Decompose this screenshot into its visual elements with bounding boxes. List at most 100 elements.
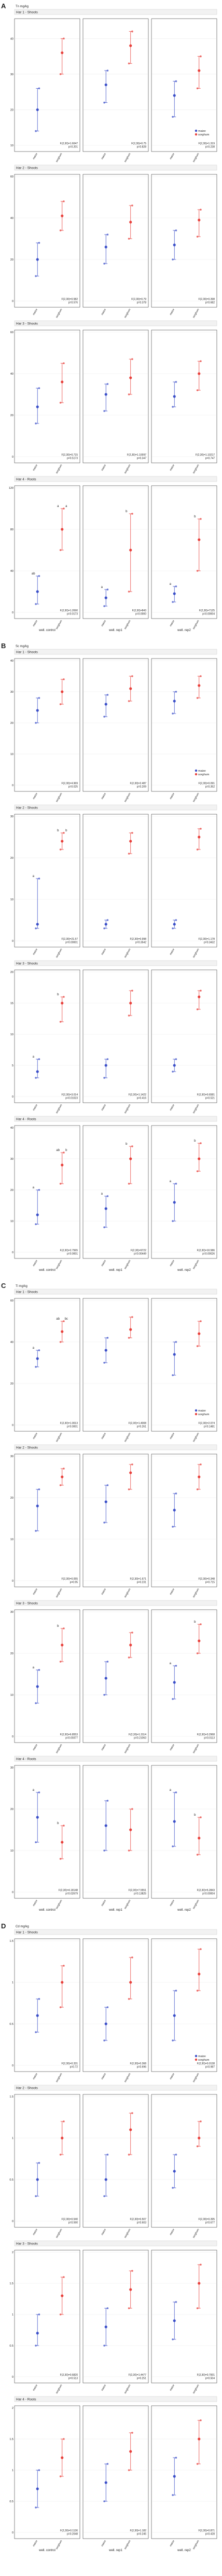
y-tick-label: 60 — [10, 1299, 13, 1303]
facet-frame — [151, 658, 217, 792]
x-tick-label: sorghum — [124, 792, 132, 803]
y-tick-label: 0 — [12, 300, 13, 303]
x-tick-label: sorghum — [124, 464, 132, 474]
stat-annotation: F(2,30)=5.2843 — [197, 1889, 215, 1892]
data-point — [196, 697, 199, 699]
data-point — [196, 1854, 199, 1856]
data-point — [106, 383, 109, 385]
stat-annotation: F(2,30)=0.582 — [61, 298, 78, 301]
stat-annotation: F(2,30)=1.178 — [198, 938, 215, 941]
facet-frame — [82, 330, 149, 463]
data-point — [106, 234, 109, 236]
data-point — [173, 2170, 176, 2173]
facet-frame — [14, 1609, 80, 1743]
data-point — [106, 1800, 109, 1802]
data-point — [38, 87, 40, 90]
data-point — [196, 2145, 199, 2147]
unit-note: Tn mg/kg — [16, 5, 29, 8]
legend-label: sorghum — [198, 773, 210, 776]
row-label-strip — [14, 1116, 217, 1122]
y-tick-label: 20 — [10, 258, 13, 262]
y-tick-label: 0.5 — [9, 2023, 13, 2026]
x-tick-label: sorghum — [56, 2073, 63, 2083]
data-point — [175, 1341, 177, 1343]
data-point — [198, 2282, 201, 2285]
facet-frame — [82, 658, 149, 792]
data-point — [129, 549, 132, 552]
data-point — [173, 2319, 176, 2322]
row-label-strip — [14, 2396, 217, 2402]
data-point — [35, 2031, 37, 2033]
data-point — [173, 1353, 176, 1356]
data-point — [36, 1070, 39, 1073]
stat-annotation: p=0.682 — [205, 302, 215, 305]
stat-annotation: F(2,30)=1.10217 — [196, 454, 215, 457]
x-tick-label: sorghum — [56, 1744, 63, 1754]
facet-frame — [14, 1938, 80, 2072]
stat-annotation: p=0.02679 — [65, 1893, 78, 1896]
y-tick-label: 0.5 — [9, 2500, 13, 2503]
x-tick-label: sorghum — [124, 1744, 132, 1754]
x-tick-label: maize — [32, 2228, 38, 2236]
facet-frame — [82, 174, 149, 308]
data-point — [106, 588, 109, 591]
data-point — [35, 422, 37, 424]
x-tick-label: maize — [101, 1259, 107, 1267]
x-tick-label: maize — [169, 2073, 175, 2080]
data-point — [198, 1639, 201, 1642]
data-point — [129, 376, 132, 379]
data-point — [63, 362, 65, 364]
data-point — [200, 1142, 202, 1144]
x-tick-label: sorghum — [192, 1259, 200, 1270]
data-point — [196, 87, 199, 90]
row-label-strip — [14, 320, 217, 326]
data-point — [128, 591, 130, 593]
facet-frame — [82, 2405, 149, 2539]
y-tick-label: 30 — [10, 1611, 13, 1614]
facet-cell: 0 10 20 30 40 maize sorghum F(2,30)=4.969p=0.02… — [10, 658, 80, 803]
row-label: Har 4 - Roots — [16, 1758, 36, 1761]
data-point — [196, 570, 199, 572]
stat-annotation: F(2,30)=1.10097 — [127, 454, 146, 457]
facet-frame — [151, 1298, 217, 1432]
y-tick-label: 0.5 — [9, 2178, 13, 2182]
data-point — [103, 410, 105, 412]
x-tick-label: maize — [32, 948, 38, 956]
data-point — [38, 1669, 40, 1671]
data-point — [63, 1825, 65, 1827]
y-tick-label: 10 — [10, 144, 13, 147]
legend-label: maize — [198, 770, 206, 773]
x-tick-label: maize — [32, 464, 38, 472]
significance-letter: a — [33, 1347, 35, 1350]
x-tick-label: maize — [101, 153, 107, 160]
facet-frame — [82, 1298, 149, 1432]
stat-annotation: F(2,30)=21.57 — [61, 938, 78, 941]
data-point — [103, 716, 105, 718]
data-point — [200, 209, 202, 211]
significance-letter: ab — [32, 572, 35, 576]
y-tick-label: 0 — [12, 2376, 13, 2379]
stat-annotation: F(2,30)=2.487 — [130, 782, 146, 785]
data-point — [173, 1064, 176, 1067]
significance-letter: a — [170, 1789, 172, 1792]
data-point — [103, 2195, 105, 2197]
x-tick-label: maize — [32, 1104, 38, 1112]
legend-label: maize — [198, 130, 206, 133]
x-tick-label: maize — [169, 620, 175, 627]
data-point — [172, 258, 174, 261]
stat-annotation: F(2,30)=1.3114 — [129, 1733, 146, 1736]
significance-letter: a — [57, 505, 59, 508]
y-tick-label: 30 — [10, 815, 13, 818]
data-point — [103, 1694, 105, 1696]
facet-cell: maize sorghumF(2,30)=0.0138p=0.987maizeso… — [151, 1938, 217, 2083]
data-point — [35, 1077, 37, 1079]
y-tick-label: 0.5 — [9, 2345, 13, 2348]
x-tick-label: sorghum — [192, 2073, 200, 2083]
facet-frame — [14, 969, 80, 1103]
x-tick-label: maize — [101, 792, 107, 800]
stat-annotation: F(2,30)=1.182 — [130, 2529, 146, 2532]
data-point — [104, 923, 107, 926]
